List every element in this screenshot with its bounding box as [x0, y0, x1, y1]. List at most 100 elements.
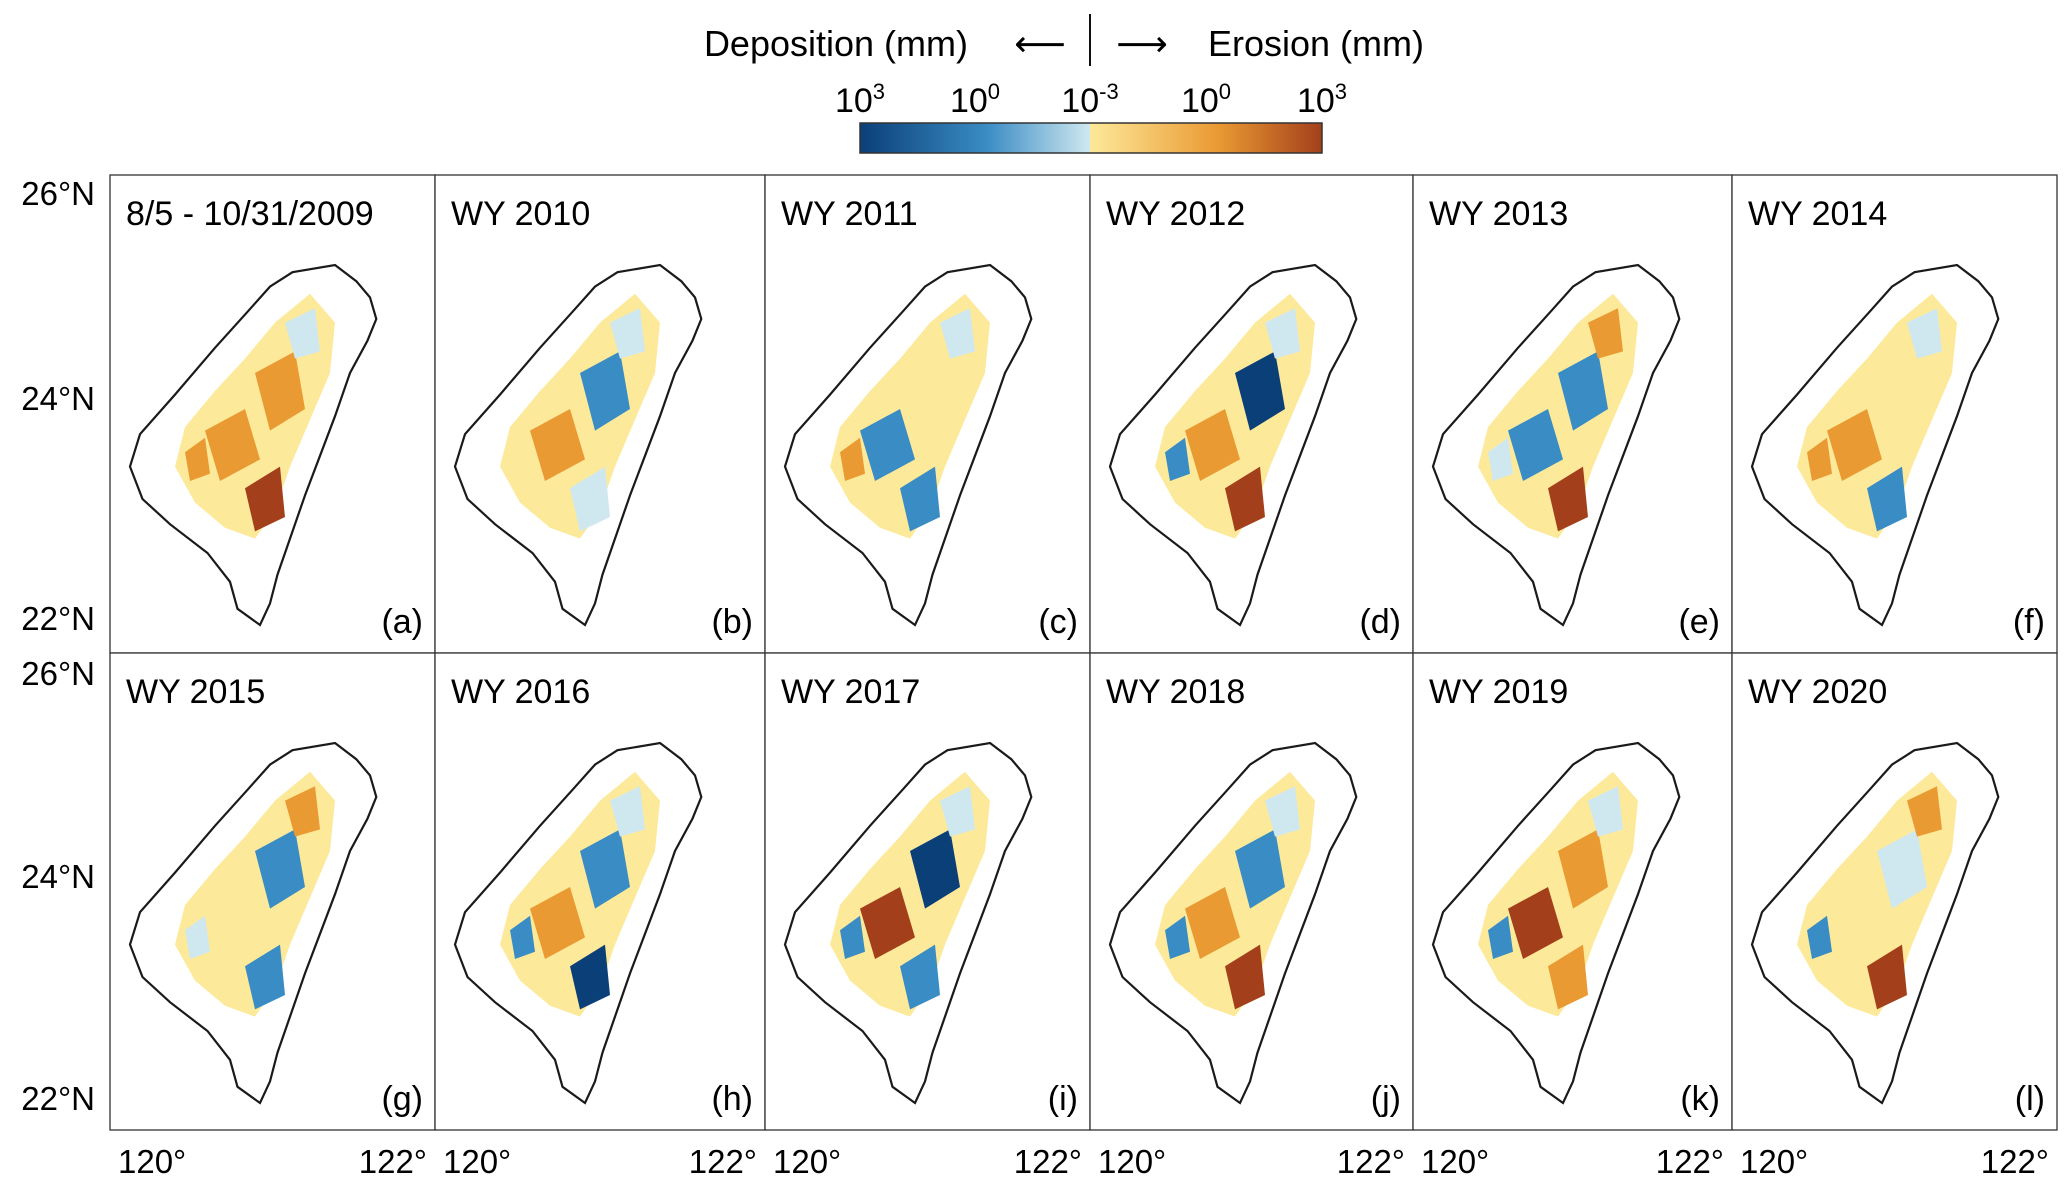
catchment-region: [255, 351, 305, 431]
catchment-region: [1558, 829, 1608, 909]
catchment-region: [860, 887, 915, 959]
panel-letter: (e): [1678, 603, 1720, 641]
lon-label-122: 122°: [359, 1143, 427, 1180]
taiwan-coastline: [1431, 263, 1681, 627]
longitude-axis: 120° 122° 120° 122° 120° 122° 120° 122° 120° 122°…: [118, 1143, 2049, 1180]
catchment-region: [1225, 466, 1265, 532]
lat-label-22-top: 22°N: [21, 600, 95, 637]
map-panel: 8/5 - 10/31/2009 (a): [109, 174, 436, 654]
catchment-region: [1508, 887, 1563, 959]
taiwan-coastline: [128, 741, 378, 1105]
panel-letter: (i): [1048, 1080, 1078, 1118]
colorbar-erosion: [1090, 123, 1322, 153]
lon-label-120: 120°: [1421, 1143, 1489, 1180]
panel-letter: (f): [2013, 603, 2045, 641]
panel-letter: (c): [1038, 603, 1078, 641]
lat-label-24-bottom: 24°N: [21, 858, 95, 895]
panel-grid: 8/5 - 10/31/2009(a)WY 2010(b)WY 2011(c)W…: [109, 174, 2058, 1131]
legend-deposition-label: Deposition (mm): [704, 23, 968, 64]
panel-title: WY 2014: [1748, 195, 1887, 233]
lon-label-120: 120°: [443, 1143, 511, 1180]
catchment-region: [580, 351, 630, 431]
catchment-region: [570, 944, 610, 1010]
catchment-region: [1588, 786, 1623, 837]
catchment-region: [245, 466, 285, 532]
catchment-region: [1807, 437, 1832, 481]
taiwan-coastline: [783, 741, 1033, 1105]
lon-label-122: 122°: [1014, 1143, 1082, 1180]
catchment-region: [1877, 351, 1927, 431]
catchment-region: [860, 409, 915, 481]
catchment-region: [1867, 944, 1907, 1010]
colorbar-tick-label: 10-3: [1061, 79, 1118, 120]
catchment-region: [580, 829, 630, 909]
colorbar-ticks: 103 100 10-3 100 103: [835, 79, 1347, 120]
catchment-region: [1877, 829, 1927, 909]
map-panel: WY 2019 (k): [1412, 652, 1733, 1131]
catchment-region: [1265, 308, 1300, 359]
panel-title: WY 2012: [1106, 195, 1245, 233]
lon-label-122: 122°: [689, 1143, 757, 1180]
lat-label-26-bottom: 26°N: [21, 655, 95, 692]
panel-title: 8/5 - 10/31/2009: [126, 195, 374, 233]
map-panel: WY 2017 (i): [764, 652, 1091, 1131]
map-panel: WY 2011 (c): [764, 174, 1091, 654]
panel-letter: (a): [381, 603, 423, 641]
colorbar-tick-label: 103: [835, 79, 885, 120]
catchment-region: [1907, 308, 1942, 359]
catchment-region: [1488, 915, 1513, 959]
legend-left-arrow: ⟵: [1014, 23, 1066, 64]
catchment-region: [1558, 351, 1608, 431]
catchment-region: [840, 437, 865, 481]
map-panel: WY 2018 (j): [1089, 652, 1414, 1131]
lon-label-120: 120°: [1098, 1143, 1166, 1180]
panel-letter: (l): [2015, 1080, 2045, 1118]
lon-label-120: 120°: [118, 1143, 186, 1180]
catchment-region: [910, 351, 960, 431]
catchment-region: [245, 944, 285, 1010]
panel-letter: (d): [1359, 603, 1401, 641]
catchment-region: [910, 829, 960, 909]
catchment-region: [185, 437, 210, 481]
latitude-axis: 26°N 24°N 22°N 26°N 24°N 22°N: [21, 175, 95, 1117]
panel-title: WY 2018: [1106, 673, 1245, 711]
catchment-region: [285, 786, 320, 837]
colorbar-tick-label: 100: [1181, 79, 1231, 120]
catchment-region: [1225, 944, 1265, 1010]
taiwan-coastline: [1750, 263, 2000, 627]
catchment-region: [940, 308, 975, 359]
catchment-region: [900, 944, 940, 1010]
map-panel: WY 2013 (e): [1412, 174, 1733, 654]
catchment-region: [1185, 887, 1240, 959]
catchment-region: [1827, 887, 1882, 959]
catchment-region: [1548, 944, 1588, 1010]
panel-title: WY 2015: [126, 673, 265, 711]
catchment-region: [530, 409, 585, 481]
panel-title: WY 2013: [1429, 195, 1568, 233]
map-panel: WY 2014 (f): [1731, 174, 2058, 654]
catchment-region: [1867, 466, 1907, 532]
catchment-region: [570, 466, 610, 532]
catchment-region: [205, 409, 260, 481]
panel-title: WY 2016: [451, 673, 590, 711]
catchment-region: [1827, 409, 1882, 481]
panel-letter: (h): [711, 1080, 753, 1118]
colorbar-tick-label: 100: [950, 79, 1000, 120]
panel-title: WY 2011: [781, 195, 918, 233]
catchment-region: [1185, 409, 1240, 481]
map-panel: WY 2020 (l): [1731, 652, 2058, 1131]
taiwan-coastline: [453, 741, 703, 1105]
lon-label-120: 120°: [1740, 1143, 1808, 1180]
taiwan-coastline: [1750, 741, 2000, 1105]
colorbar-deposition: [860, 123, 1090, 153]
catchment-region: [530, 887, 585, 959]
catchment-region: [940, 786, 975, 837]
catchment-region: [1235, 351, 1285, 431]
taiwan-coastline: [1108, 263, 1358, 627]
panel-letter: (k): [1680, 1080, 1720, 1118]
catchment-region: [205, 887, 260, 959]
legend-erosion-label: Erosion (mm): [1208, 23, 1424, 64]
catchment-region: [1807, 915, 1832, 959]
colorbar-tick-label: 103: [1297, 79, 1347, 120]
